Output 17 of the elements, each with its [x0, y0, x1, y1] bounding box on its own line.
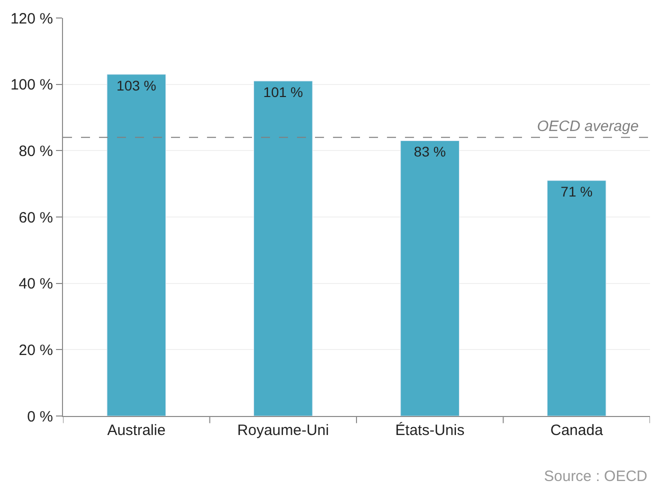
- y-tick-label: 100 %: [10, 76, 53, 94]
- y-tick-label: 0 %: [27, 408, 53, 426]
- y-tick-label: 120 %: [10, 10, 53, 28]
- y-tick-label: 80 %: [18, 142, 53, 160]
- x-tick-label: Royaume-Uni: [237, 422, 329, 439]
- data-label: 101 %: [263, 84, 303, 100]
- y-tick-label: 40 %: [18, 276, 53, 293]
- y-tick-label: 20 %: [18, 342, 53, 359]
- source-note: Source : OECD: [544, 468, 648, 484]
- x-tick-label: Australie: [107, 422, 166, 439]
- x-tick-label: États-Unis: [395, 421, 464, 439]
- data-label: 83 %: [414, 144, 446, 160]
- data-label: 71 %: [560, 184, 593, 200]
- data-label: 103 %: [116, 77, 156, 94]
- x-tick-label: Canada: [550, 422, 604, 439]
- y-tick-label: 60 %: [18, 209, 53, 226]
- ref-line-label: OECD average: [537, 118, 639, 135]
